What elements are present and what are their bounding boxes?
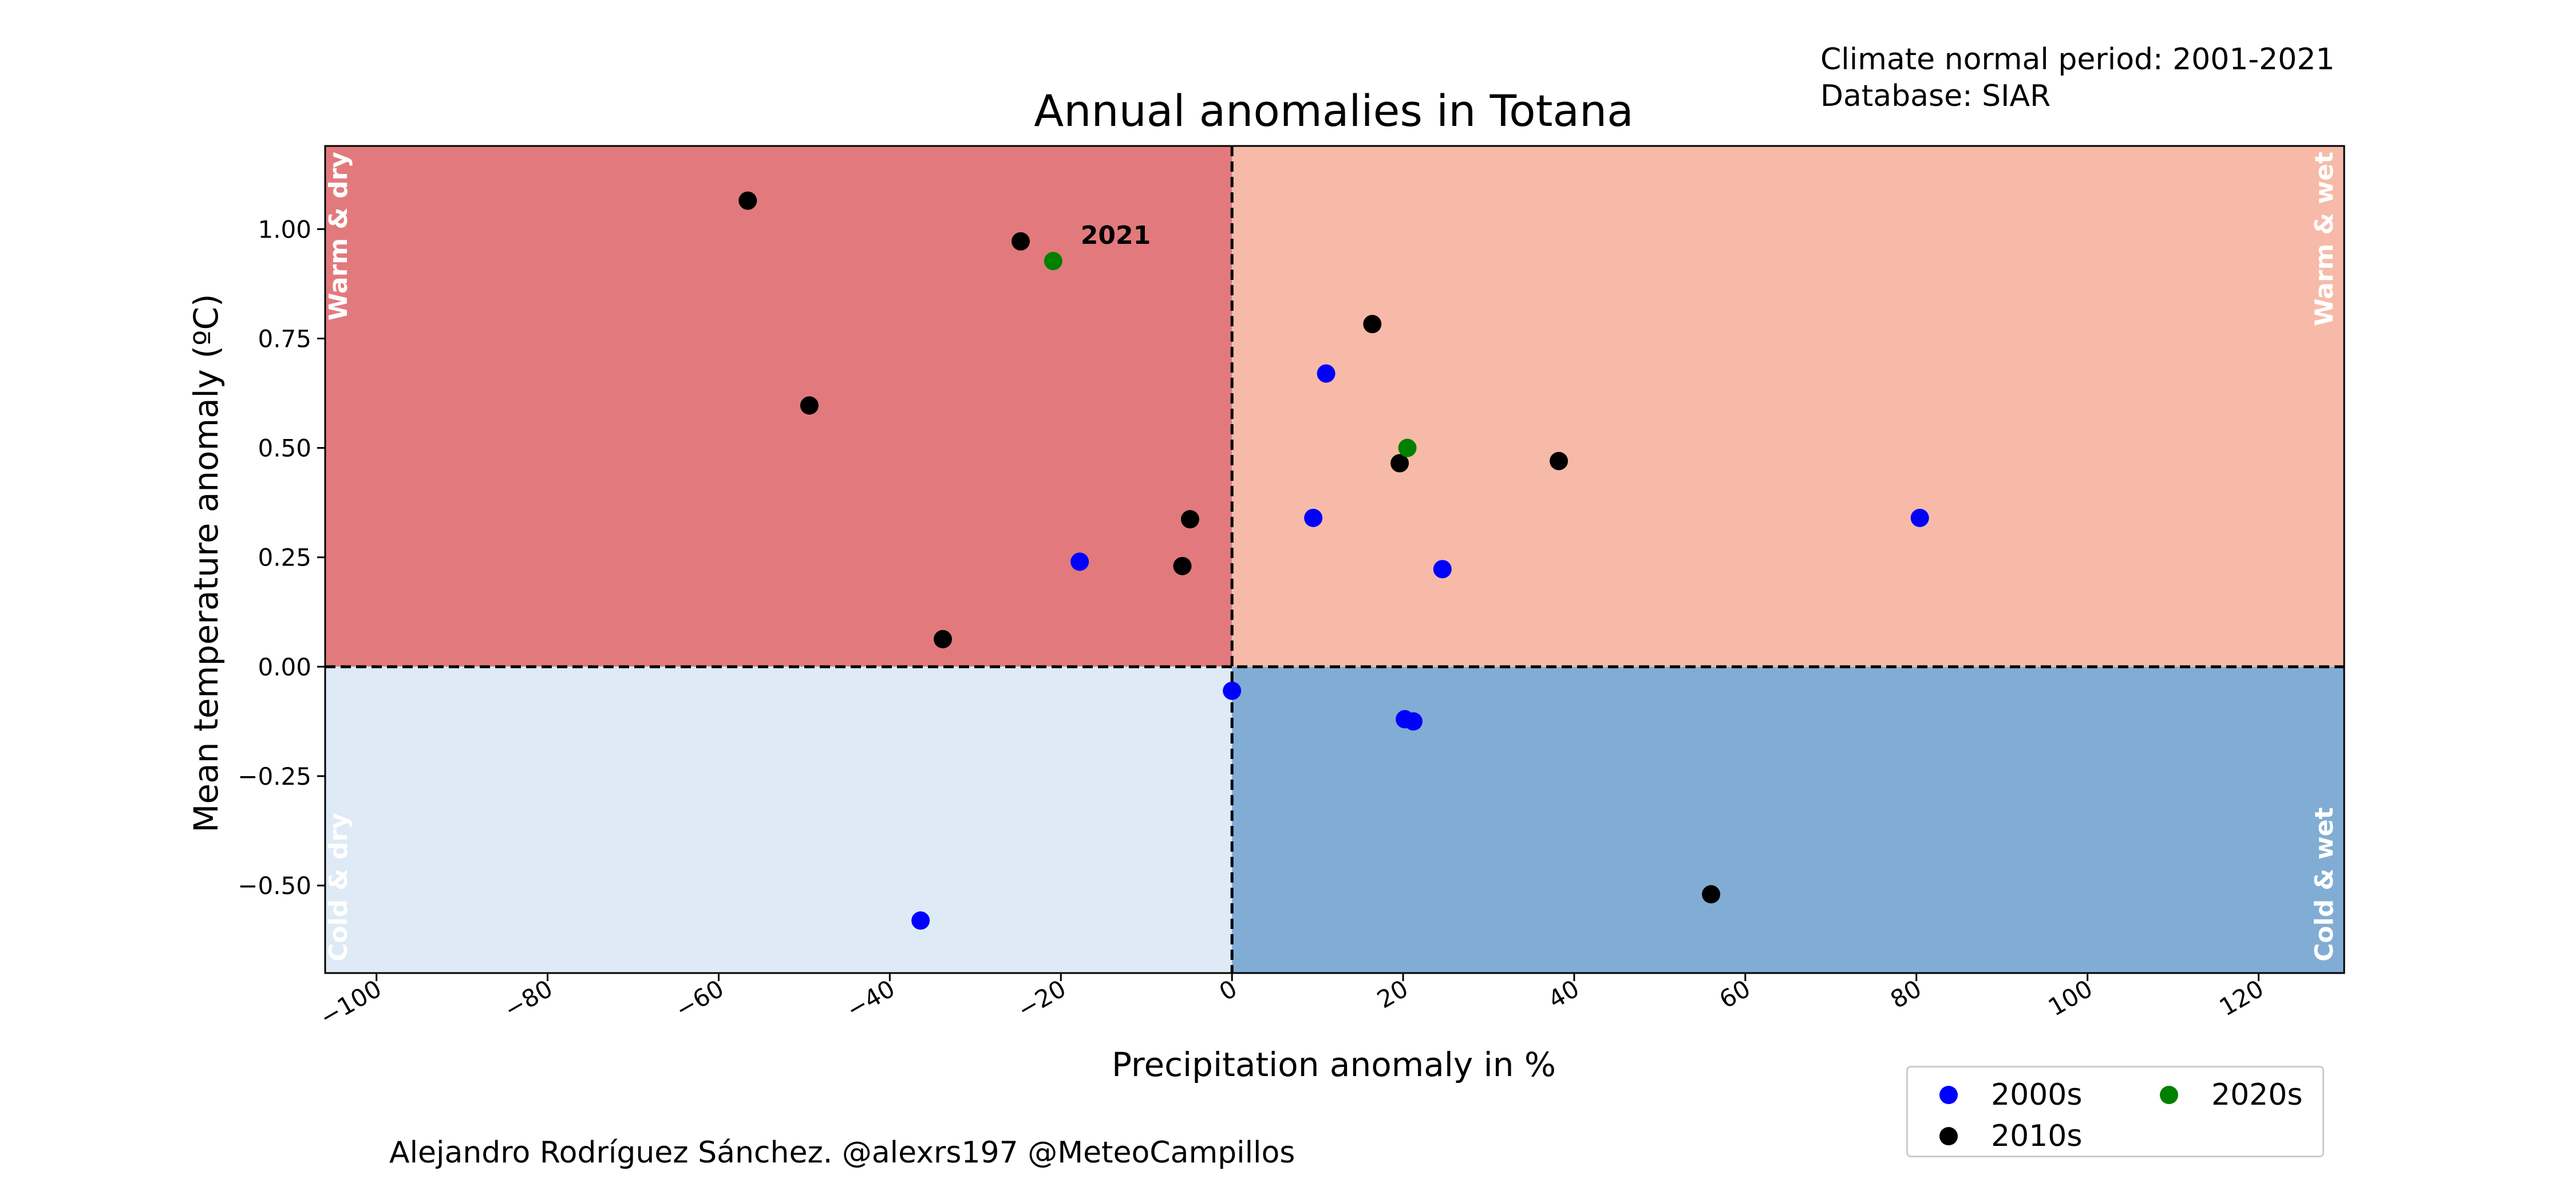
data-point-2010s — [800, 396, 819, 415]
data-point-2010s — [1390, 454, 1409, 473]
data-point-2010s — [934, 630, 953, 649]
x-tick-label: 20 — [1372, 974, 1413, 1014]
annotation-label: 2021 — [1081, 221, 1151, 250]
quadrant-label: Cold & wet — [2310, 807, 2339, 962]
data-point-2010s — [738, 191, 757, 210]
y-tick-label: 0.00 — [258, 653, 311, 681]
x-tick-label: 60 — [1714, 974, 1755, 1014]
data-point-2010s — [1363, 315, 1382, 334]
data-point-2020s — [1398, 438, 1417, 457]
data-point-2010s — [1702, 885, 1721, 904]
x-tick-label: 40 — [1543, 974, 1584, 1014]
legend-marker-2010s — [1939, 1127, 1958, 1145]
data-point-2010s — [1173, 556, 1192, 575]
legend: 2000s 2010s 2020s — [1906, 1066, 2324, 1157]
data-point-2000s — [1317, 364, 1336, 383]
author-credit: Alejandro Rodríguez Sánchez. @alexrs197 … — [389, 1136, 1295, 1170]
data-point-2000s — [1070, 552, 1089, 571]
data-point-2010s — [1012, 232, 1030, 251]
x-tick-label: −80 — [499, 974, 557, 1024]
x-tick-label: 120 — [2215, 974, 2269, 1022]
data-point-2000s — [911, 911, 930, 930]
quadrant-label: Cold & dry — [324, 813, 353, 962]
database-text: Database: SIAR — [1820, 79, 2051, 113]
data-point-2000s — [1404, 712, 1423, 731]
x-tick-label: 0 — [1215, 974, 1242, 1006]
x-tick-label: 100 — [2044, 974, 2097, 1022]
data-point-2000s — [1910, 508, 1929, 527]
climate-period-text: Climate normal period: 2001-2021 — [1820, 42, 2335, 77]
data-point-2010s — [1180, 510, 1199, 529]
plot-frame — [324, 145, 2345, 974]
chart-title: Annual anomalies in Totana — [1034, 85, 1634, 136]
meta-info: Climate normal period: 2001-2021 Databas… — [1820, 41, 2335, 114]
legend-marker-2020s — [2160, 1086, 2178, 1104]
data-point-2000s — [1223, 681, 1242, 700]
y-tick-label: 0.75 — [258, 325, 311, 353]
x-tick-label: −60 — [670, 974, 728, 1024]
x-axis-label: Precipitation anomaly in % — [1112, 1045, 1556, 1084]
x-tick-label: −40 — [841, 974, 899, 1024]
quadrant-warm-wet — [1232, 146, 2344, 667]
quadrant-warm-dry — [325, 146, 1232, 667]
y-tick-label: 1.00 — [258, 215, 311, 243]
x-tick-label: 80 — [1886, 974, 1926, 1014]
legend-item-2010s: 2010s — [1939, 1119, 2082, 1153]
legend-item-2000s: 2000s — [1939, 1078, 2082, 1112]
y-tick-label: 0.50 — [258, 434, 311, 462]
data-point-2000s — [1433, 560, 1452, 579]
legend-item-2020s: 2020s — [2160, 1078, 2302, 1112]
legend-label-2020s: 2020s — [2211, 1078, 2303, 1112]
x-tick-label: −100 — [315, 974, 386, 1031]
x-tick-label: −20 — [1013, 974, 1070, 1024]
legend-marker-2000s — [1939, 1086, 1958, 1104]
data-point-2010s — [1550, 452, 1568, 470]
data-point-2000s — [1304, 508, 1323, 527]
legend-label-2000s: 2000s — [1991, 1078, 2083, 1112]
y-tick-label: 0.25 — [258, 544, 311, 572]
legend-label-2010s: 2010s — [1991, 1119, 2083, 1153]
y-tick-label: −0.25 — [238, 762, 311, 790]
y-axis-label: Mean temperature anomaly (ºC) — [187, 294, 226, 832]
quadrant-cold-dry — [325, 666, 1232, 973]
quadrant-label: Warm & wet — [2310, 152, 2339, 326]
quadrant-label: Warm & dry — [324, 152, 353, 321]
data-point-2020s — [1044, 252, 1062, 271]
y-tick-label: −0.50 — [238, 872, 311, 900]
